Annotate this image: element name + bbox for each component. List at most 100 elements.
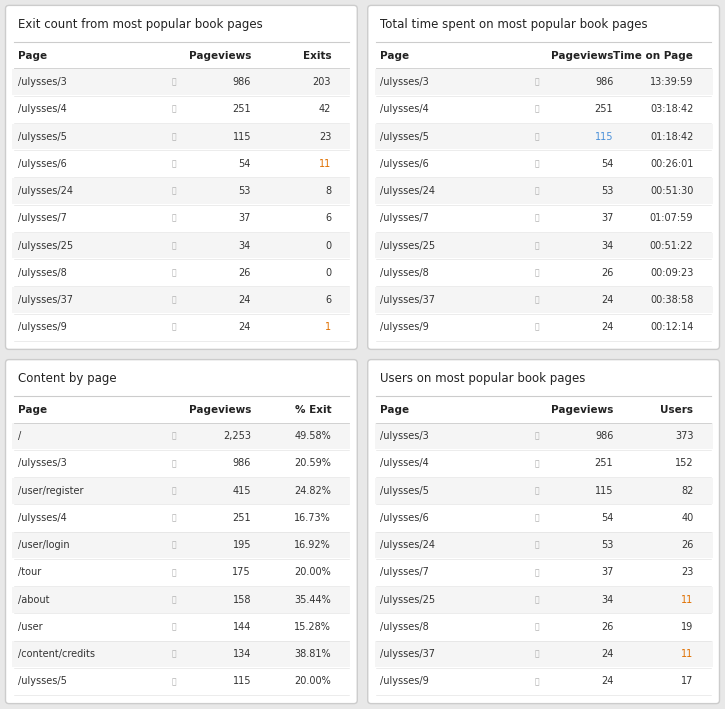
Text: 📄: 📄 — [172, 105, 177, 113]
Text: 11: 11 — [681, 649, 693, 659]
Text: 23: 23 — [319, 131, 331, 142]
Text: 00:38:58: 00:38:58 — [650, 295, 693, 305]
Bar — [375, 614, 713, 640]
Text: Pageviews: Pageviews — [188, 405, 251, 415]
Text: 115: 115 — [233, 131, 251, 142]
Text: /ulysses/5: /ulysses/5 — [17, 131, 67, 142]
Text: 26: 26 — [601, 268, 613, 278]
Text: 20.00%: 20.00% — [294, 567, 331, 578]
Text: 34: 34 — [601, 240, 613, 250]
Text: 415: 415 — [233, 486, 251, 496]
Bar — [12, 423, 350, 450]
Text: /tour: /tour — [17, 567, 41, 578]
Bar — [375, 233, 713, 259]
Text: 00:09:23: 00:09:23 — [650, 268, 693, 278]
Text: 24: 24 — [601, 323, 613, 333]
Text: /ulysses/4: /ulysses/4 — [17, 104, 67, 114]
Text: 📄: 📄 — [172, 186, 177, 196]
Text: 24.82%: 24.82% — [294, 486, 331, 496]
Text: 11: 11 — [681, 595, 693, 605]
Text: 03:18:42: 03:18:42 — [650, 104, 693, 114]
Text: Exit count from most popular book pages: Exit count from most popular book pages — [17, 18, 262, 30]
Text: /ulysses/37: /ulysses/37 — [17, 295, 73, 305]
Text: /ulysses/7: /ulysses/7 — [17, 213, 67, 223]
Text: 📄: 📄 — [534, 486, 539, 496]
Text: 📄: 📄 — [534, 513, 539, 523]
Bar — [12, 123, 350, 150]
Text: 📄: 📄 — [172, 296, 177, 304]
Bar — [12, 532, 350, 558]
Text: 195: 195 — [233, 540, 251, 550]
Text: 37: 37 — [239, 213, 251, 223]
Text: 251: 251 — [594, 459, 613, 469]
Text: 20.00%: 20.00% — [294, 676, 331, 686]
Text: /ulysses/8: /ulysses/8 — [380, 622, 428, 632]
Text: Page: Page — [380, 405, 409, 415]
Bar — [12, 287, 350, 313]
Bar — [375, 151, 713, 177]
Text: /ulysses/7: /ulysses/7 — [380, 567, 428, 578]
Bar — [375, 641, 713, 667]
Text: /ulysses/25: /ulysses/25 — [380, 595, 435, 605]
Text: 986: 986 — [595, 77, 613, 87]
Text: 115: 115 — [594, 131, 613, 142]
Text: 📄: 📄 — [172, 486, 177, 496]
Text: 19: 19 — [681, 622, 693, 632]
Bar — [375, 669, 713, 694]
Text: 00:26:01: 00:26:01 — [650, 159, 693, 169]
Text: 📄: 📄 — [172, 241, 177, 250]
Text: 203: 203 — [312, 77, 331, 87]
Text: 📄: 📄 — [534, 268, 539, 277]
Text: /ulysses/8: /ulysses/8 — [17, 268, 67, 278]
Text: 15.28%: 15.28% — [294, 622, 331, 632]
Text: 144: 144 — [233, 622, 251, 632]
Text: 17: 17 — [681, 676, 693, 686]
Text: Total time spent on most popular book pages: Total time spent on most popular book pa… — [380, 18, 647, 30]
Text: /ulysses/25: /ulysses/25 — [380, 240, 435, 250]
Text: /ulysses/5: /ulysses/5 — [17, 676, 67, 686]
Bar — [12, 259, 350, 286]
Text: 26: 26 — [239, 268, 251, 278]
Text: 35.44%: 35.44% — [294, 595, 331, 605]
Text: Content by page: Content by page — [17, 372, 116, 385]
Bar — [375, 450, 713, 476]
FancyBboxPatch shape — [6, 6, 357, 350]
Text: 251: 251 — [594, 104, 613, 114]
Bar — [375, 314, 713, 340]
Text: /ulysses/37: /ulysses/37 — [380, 649, 435, 659]
Text: 175: 175 — [233, 567, 251, 578]
Bar — [12, 151, 350, 177]
Text: 986: 986 — [233, 459, 251, 469]
Text: 📄: 📄 — [172, 677, 177, 686]
Text: 0: 0 — [325, 240, 331, 250]
Text: /user/register: /user/register — [17, 486, 83, 496]
Text: /content/credits: /content/credits — [17, 649, 95, 659]
Text: 2,253: 2,253 — [223, 431, 251, 441]
Text: Time on Page: Time on Page — [613, 50, 693, 61]
Text: /ulysses/9: /ulysses/9 — [380, 323, 428, 333]
Text: 986: 986 — [233, 77, 251, 87]
Text: /ulysses/9: /ulysses/9 — [17, 323, 67, 333]
Text: 34: 34 — [239, 240, 251, 250]
Text: 34: 34 — [601, 595, 613, 605]
Text: Pageviews: Pageviews — [551, 405, 613, 415]
Text: /: / — [17, 431, 21, 441]
Text: /user/login: /user/login — [17, 540, 70, 550]
Text: 42: 42 — [319, 104, 331, 114]
Text: Users on most popular book pages: Users on most popular book pages — [380, 372, 585, 385]
Text: 53: 53 — [601, 540, 613, 550]
Text: 11: 11 — [319, 159, 331, 169]
Bar — [375, 178, 713, 204]
Bar — [375, 532, 713, 558]
Text: Pageviews: Pageviews — [551, 50, 613, 61]
Bar — [12, 69, 350, 95]
Text: 📄: 📄 — [172, 649, 177, 659]
Text: 📄: 📄 — [172, 513, 177, 523]
Text: 251: 251 — [233, 513, 251, 523]
Text: Exits: Exits — [302, 50, 331, 61]
Text: 📄: 📄 — [534, 132, 539, 141]
Text: 8: 8 — [325, 186, 331, 196]
Text: 📄: 📄 — [172, 132, 177, 141]
Text: 📄: 📄 — [172, 160, 177, 168]
Text: /ulysses/9: /ulysses/9 — [380, 676, 428, 686]
